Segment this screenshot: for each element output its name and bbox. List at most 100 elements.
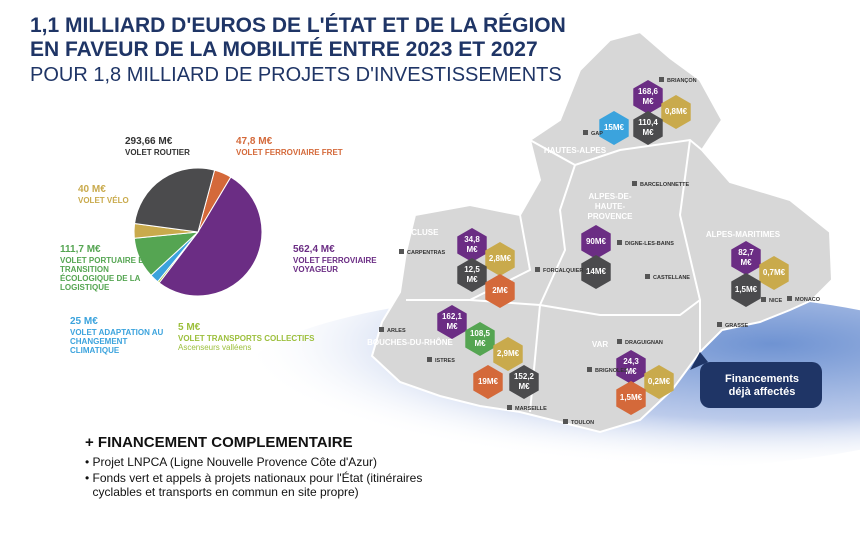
city-marker	[379, 327, 384, 332]
city-marker	[535, 267, 540, 272]
pie-label: 47,8 M€ VOLET FERROVIAIRE FRET	[236, 136, 346, 157]
pie-label: 40 M€ VOLET VÉLO	[78, 184, 148, 205]
hexagon-amount: 90M€	[586, 237, 607, 246]
department-name: ALPES-DE-HAUTE-PROVENCE	[587, 192, 633, 221]
value-label: 47,8 M€	[236, 136, 273, 147]
hexagon-amount: 12,5	[464, 265, 480, 274]
city-name: MONACO	[795, 297, 821, 303]
category-label: VOLET FERROVIAIRE VOYAGEUR	[293, 256, 377, 274]
callout: Financements déjà affectés	[725, 373, 799, 398]
bullet-text: Fonds vert et appels à projets nationaux…	[92, 471, 423, 499]
hexagon	[644, 365, 674, 399]
hexagon	[661, 95, 691, 129]
category-label: VOLET ROUTIER	[125, 148, 190, 157]
hexagon-amount: 0,7M€	[763, 268, 786, 277]
hexagon-amount: 2M€	[492, 286, 508, 295]
value-label: 40 M€	[78, 184, 106, 195]
title: EN FAVEUR DE LA MOBILITÉ ENTRE 2023 ET 2…	[30, 38, 538, 61]
city-name: MARSEILLE	[515, 406, 547, 412]
hexagon	[633, 80, 663, 114]
hexagon-amount: M€	[518, 382, 530, 391]
hexagon-amount: 24,3	[623, 357, 639, 366]
hexagon	[473, 365, 503, 399]
department-name: ALPES-MARITIMES	[705, 230, 781, 239]
hexagon	[493, 337, 523, 371]
city-name: ARLES	[387, 328, 406, 334]
hexagon-amount: 19M€	[478, 377, 499, 386]
complement-title: + FINANCEMENT COMPLEMENTAIRE	[85, 434, 353, 451]
department-name: BOUCHES-DU-RHÔNE	[367, 338, 453, 347]
bullet: • Projet LNPCA (Ligne Nouvelle Provence …	[85, 455, 377, 469]
city-name: DIGNE-LES-BAINS	[625, 241, 674, 247]
city-name: BARCELONNETTE	[640, 182, 690, 188]
pie-label: 111,7 M€ VOLET PORTUAIRE ET TRANSITION ÉC…	[60, 244, 155, 292]
city-name: NICE	[769, 298, 782, 304]
hexagon-amount: 152,2	[514, 372, 535, 381]
annotation: Ascenseurs valléens	[178, 343, 252, 352]
city-name: CARPENTRAS	[407, 250, 446, 256]
hexagon	[509, 365, 539, 399]
hexagon-amount: 2,8M€	[489, 254, 512, 263]
city-marker	[563, 419, 568, 424]
complement: + FINANCEMENT COMPLEMENTAIRE • Projet LN…	[85, 434, 465, 499]
hexagon	[457, 228, 487, 262]
hexagon-amount: 1,5M€	[620, 393, 643, 402]
hexagon-amount: 110,4	[638, 118, 658, 127]
pie-slice	[158, 176, 263, 297]
hexagon	[616, 381, 646, 415]
category-label: VOLET PORTUAIRE ET TRANSITION ÉCOLOGIQUE…	[60, 256, 149, 292]
hexagon-amount: M€	[740, 258, 752, 267]
callout-box	[700, 362, 822, 408]
department-name: HAUTES-ALPES	[543, 146, 607, 155]
hexagon-amount: 14M€	[586, 267, 607, 276]
pie-slice	[134, 167, 216, 233]
hexagon-amount: 0,8M€	[665, 107, 688, 116]
hexagon-amount: M€	[466, 245, 478, 254]
city-marker	[427, 357, 432, 362]
title: 1,1 MILLIARD D'EUROS DE L'ÉTAT ET DE LA …	[30, 14, 566, 37]
value-label: 293,66 M€	[125, 136, 173, 147]
bullet: • Fonds vert et appels à projets nationa…	[85, 471, 465, 499]
category-label: VOLET VÉLO	[78, 196, 129, 205]
category-label: VOLET TRANSPORTS COLLECTIFS	[178, 334, 315, 343]
city-marker	[645, 274, 650, 279]
city-marker	[583, 130, 588, 135]
city-name: GAP	[591, 131, 603, 137]
department-name: VAR	[591, 340, 609, 349]
hexagon	[599, 111, 629, 145]
hexagon-amount: 168,6	[638, 87, 659, 96]
hexagon	[581, 255, 611, 289]
hexagon-amount: M€	[625, 367, 637, 376]
city-marker	[787, 296, 792, 301]
category-label: VOLET ADAPTATION AU CHANGEMENT CLIMATIQU…	[70, 328, 164, 355]
city-name: FORCALQUIER	[543, 268, 583, 274]
hexagon-amount: M€	[446, 322, 458, 331]
hexagon-amount: 82,7	[738, 248, 754, 257]
hexagon	[633, 111, 663, 145]
hexagon-amount: 0,2M€	[648, 377, 671, 386]
hexagon	[759, 256, 789, 290]
city-marker	[717, 322, 722, 327]
city-marker	[507, 405, 512, 410]
hexagon	[485, 242, 515, 276]
city-marker	[399, 249, 404, 254]
pie-label: 5 M€ VOLET TRANSPORTS COLLECTIFS Ascenseur…	[178, 322, 328, 352]
city-marker	[617, 240, 622, 245]
city-marker	[617, 339, 622, 344]
city-name: TOULON	[571, 420, 594, 426]
hexagon	[457, 258, 487, 292]
hexagon-amount: 162,1	[442, 312, 463, 321]
city-name: BRIANÇON	[667, 78, 697, 84]
hexagon-amount: 2,9M€	[497, 349, 520, 358]
city-name: ISTRES	[435, 358, 455, 364]
city-name: CASTELLANE	[653, 275, 690, 281]
department-name: VAUCLUSE	[395, 228, 439, 237]
borders	[406, 138, 703, 413]
hexagon	[437, 305, 467, 339]
hexagon	[731, 273, 761, 307]
pie-label: 293,66 M€ VOLET ROUTIER	[125, 136, 215, 157]
hexagon	[581, 225, 611, 259]
callout-pointer	[690, 352, 708, 370]
